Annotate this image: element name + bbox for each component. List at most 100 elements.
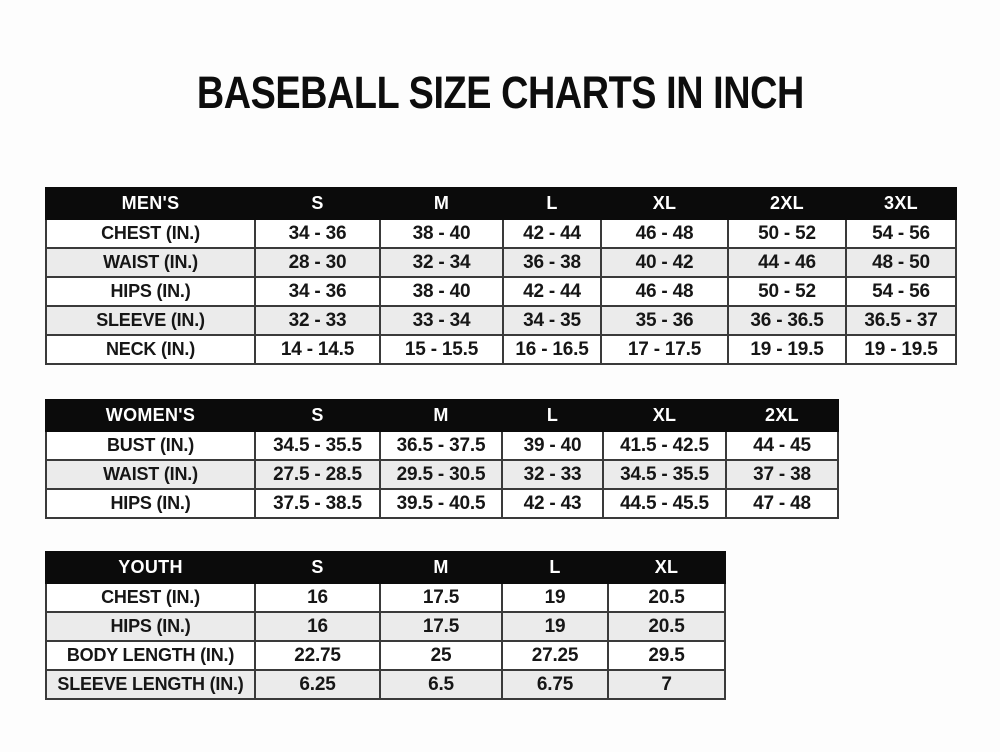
size-value-cell: 37.5 - 38.5	[254, 488, 381, 519]
size-value-cell: 16 - 16.5	[502, 334, 602, 365]
page-title-text: BASEBALL SIZE CHARTS IN INCH	[196, 67, 804, 118]
size-value-cell: 42 - 44	[502, 276, 602, 307]
size-column-header: L	[501, 399, 604, 432]
size-column-header: M	[379, 399, 503, 432]
size-value-cell: 34 - 35	[502, 305, 602, 336]
row-label-cell: SLEEVE (IN.)	[45, 305, 256, 336]
size-value-cell: 36 - 36.5	[727, 305, 847, 336]
size-value-cell: 32 - 33	[501, 459, 604, 490]
page-title: BASEBALL SIZE CHARTS IN INCH	[0, 70, 1000, 115]
size-value-cell: 20.5	[607, 582, 726, 613]
size-value-cell: 34 - 36	[254, 218, 381, 249]
size-value-cell: 34.5 - 35.5	[254, 430, 381, 461]
size-value-cell: 17 - 17.5	[600, 334, 729, 365]
size-value-cell: 54 - 56	[845, 218, 957, 249]
size-value-cell: 35 - 36	[600, 305, 729, 336]
size-value-cell: 19 - 19.5	[727, 334, 847, 365]
size-value-cell: 36.5 - 37	[845, 305, 957, 336]
size-value-cell: 27.5 - 28.5	[254, 459, 381, 490]
size-value-cell: 44 - 46	[727, 247, 847, 278]
size-value-cell: 54 - 56	[845, 276, 957, 307]
size-value-cell: 36.5 - 37.5	[379, 430, 503, 461]
youth-size-table: YOUTH S M L XL CHEST (IN.) 16 17.5 19 20.5 HIPS (I…	[45, 551, 726, 700]
row-label-cell: HIPS (IN.)	[45, 488, 256, 519]
size-value-cell: 6.75	[501, 669, 609, 700]
size-value-cell: 37 - 38	[725, 459, 839, 490]
size-value-cell: 42 - 43	[501, 488, 604, 519]
size-value-cell: 42 - 44	[502, 218, 602, 249]
size-value-cell: 32 - 33	[254, 305, 381, 336]
size-column-header: L	[501, 551, 609, 584]
size-value-cell: 20.5	[607, 611, 726, 642]
size-value-cell: 32 - 34	[379, 247, 504, 278]
size-value-cell: 34.5 - 35.5	[602, 459, 727, 490]
size-value-cell: 47 - 48	[725, 488, 839, 519]
size-column-header: XL	[607, 551, 726, 584]
table-body: BUST (IN.) 34.5 - 35.5 36.5 - 37.5 39 - 40 4…	[45, 430, 839, 519]
size-value-cell: 25	[379, 640, 503, 671]
row-label-cell: HIPS (IN.)	[45, 276, 256, 307]
size-value-cell: 6.25	[254, 669, 381, 700]
size-column-header: S	[254, 551, 381, 584]
table-body: CHEST (IN.) 16 17.5 19 20.5 HIPS (IN.) 16 17.5 1…	[45, 582, 726, 700]
size-column-header: S	[254, 187, 381, 220]
row-label-cell: HIPS (IN.)	[45, 611, 256, 642]
table-title-cell: WOMEN'S	[45, 399, 256, 432]
womens-size-table: WOMEN'S S M L XL 2XL BUST (IN.) 34.5 - 35.5 36.5…	[45, 399, 839, 519]
size-value-cell: 48 - 50	[845, 247, 957, 278]
size-value-cell: 22.75	[254, 640, 381, 671]
size-value-cell: 44 - 45	[725, 430, 839, 461]
table-row: CHEST (IN.) 34 - 36 38 - 40 42 - 44 46 - 48 5…	[45, 218, 957, 249]
size-column-header: M	[379, 551, 503, 584]
size-column-header: XL	[600, 187, 729, 220]
size-value-cell: 46 - 48	[600, 218, 729, 249]
size-value-cell: 33 - 34	[379, 305, 504, 336]
size-value-cell: 14 - 14.5	[254, 334, 381, 365]
table-row: BODY LENGTH (IN.) 22.75 25 27.25 29.5	[45, 640, 726, 671]
table-title-cell: MEN'S	[45, 187, 256, 220]
table-row: HIPS (IN.) 16 17.5 19 20.5	[45, 611, 726, 642]
table-header: MEN'S S M L XL 2XL 3XL	[45, 187, 957, 220]
table-row: SLEEVE (IN.) 32 - 33 33 - 34 34 - 35 35 - 36…	[45, 305, 957, 336]
size-column-header: M	[379, 187, 504, 220]
size-value-cell: 7	[607, 669, 726, 700]
size-value-cell: 16	[254, 582, 381, 613]
size-column-header: 2XL	[725, 399, 839, 432]
size-value-cell: 50 - 52	[727, 218, 847, 249]
size-value-cell: 44.5 - 45.5	[602, 488, 727, 519]
size-value-cell: 17.5	[379, 582, 503, 613]
table-row: WAIST (IN.) 28 - 30 32 - 34 36 - 38 40 - 42 4…	[45, 247, 957, 278]
size-value-cell: 19	[501, 582, 609, 613]
size-value-cell: 28 - 30	[254, 247, 381, 278]
table-row: WAIST (IN.) 27.5 - 28.5 29.5 - 30.5 32 - 33…	[45, 459, 839, 490]
table-row: NECK (IN.) 14 - 14.5 15 - 15.5 16 - 16.5 17 …	[45, 334, 957, 365]
size-value-cell: 29.5	[607, 640, 726, 671]
size-value-cell: 15 - 15.5	[379, 334, 504, 365]
table-header: YOUTH S M L XL	[45, 551, 726, 584]
size-value-cell: 19	[501, 611, 609, 642]
table-row: BUST (IN.) 34.5 - 35.5 36.5 - 37.5 39 - 40 4…	[45, 430, 839, 461]
table-row: CHEST (IN.) 16 17.5 19 20.5	[45, 582, 726, 613]
table-row: HIPS (IN.) 37.5 - 38.5 39.5 - 40.5 42 - 43 4…	[45, 488, 839, 519]
table-title-cell: YOUTH	[45, 551, 256, 584]
size-value-cell: 38 - 40	[379, 276, 504, 307]
size-value-cell: 38 - 40	[379, 218, 504, 249]
size-value-cell: 16	[254, 611, 381, 642]
size-value-cell: 6.5	[379, 669, 503, 700]
size-value-cell: 46 - 48	[600, 276, 729, 307]
table-row: HIPS (IN.) 34 - 36 38 - 40 42 - 44 46 - 48 50…	[45, 276, 957, 307]
size-value-cell: 29.5 - 30.5	[379, 459, 503, 490]
row-label-cell: WAIST (IN.)	[45, 247, 256, 278]
size-value-cell: 34 - 36	[254, 276, 381, 307]
size-value-cell: 17.5	[379, 611, 503, 642]
row-label-cell: CHEST (IN.)	[45, 582, 256, 613]
size-value-cell: 27.25	[501, 640, 609, 671]
size-value-cell: 40 - 42	[600, 247, 729, 278]
row-label-cell: SLEEVE LENGTH (IN.)	[45, 669, 256, 700]
table-header-row: MEN'S S M L XL 2XL 3XL	[45, 187, 957, 220]
size-value-cell: 39.5 - 40.5	[379, 488, 503, 519]
table-row: SLEEVE LENGTH (IN.) 6.25 6.5 6.75 7	[45, 669, 726, 700]
size-value-cell: 19 - 19.5	[845, 334, 957, 365]
row-label-cell: BODY LENGTH (IN.)	[45, 640, 256, 671]
